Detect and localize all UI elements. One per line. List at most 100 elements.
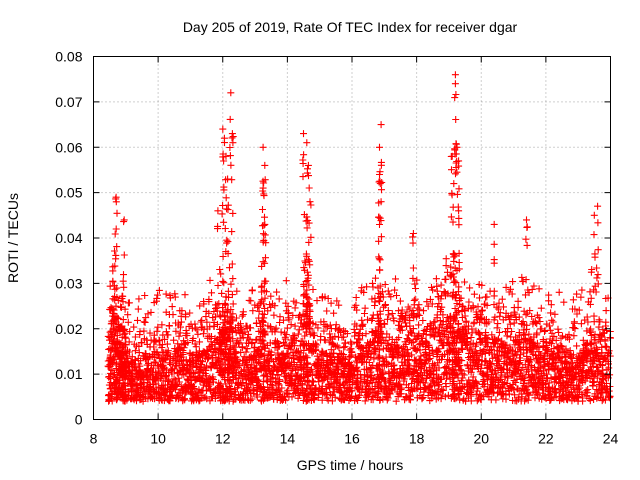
data-point — [294, 330, 302, 338]
data-point — [228, 260, 236, 268]
data-point — [308, 377, 316, 385]
data-point — [108, 366, 116, 374]
data-point — [207, 342, 215, 350]
data-point — [140, 318, 148, 326]
data-point — [224, 331, 232, 339]
data-point — [369, 283, 377, 291]
data-point — [347, 338, 355, 346]
data-point — [153, 294, 161, 302]
data-point — [117, 303, 125, 311]
data-point — [272, 324, 280, 332]
data-point — [154, 323, 162, 331]
data-point — [253, 382, 261, 390]
data-point — [158, 321, 166, 329]
data-point — [247, 363, 255, 371]
data-point — [141, 350, 149, 358]
data-point — [229, 275, 237, 283]
data-point — [227, 280, 235, 288]
data-point — [176, 329, 184, 337]
data-point — [276, 313, 284, 321]
data-point — [193, 326, 201, 334]
data-point — [224, 201, 232, 209]
data-point — [208, 333, 215, 340]
data-point — [235, 339, 243, 347]
data-point — [433, 287, 441, 295]
data-point — [234, 363, 242, 371]
data-point — [130, 323, 138, 331]
data-point — [111, 371, 118, 378]
data-point — [154, 291, 161, 299]
data-point — [179, 387, 187, 395]
data-point — [223, 327, 230, 335]
data-point — [142, 314, 150, 322]
data-point — [347, 345, 355, 353]
y-tick-label: 0.05 — [55, 185, 82, 201]
data-point — [110, 325, 118, 333]
data-point — [153, 387, 161, 395]
data-point — [465, 298, 473, 306]
data-point — [256, 359, 264, 367]
data-point — [194, 330, 202, 338]
data-point — [170, 375, 178, 383]
data-point — [140, 327, 148, 335]
data-point — [228, 228, 236, 236]
data-point — [419, 317, 427, 324]
data-point — [119, 298, 127, 306]
data-point — [470, 290, 478, 298]
data-point — [159, 386, 167, 394]
data-point — [260, 230, 267, 238]
x-axis-label: GPS time / hours — [297, 457, 404, 473]
data-point — [135, 342, 143, 350]
data-point — [109, 295, 117, 303]
data-point — [224, 364, 232, 372]
data-point — [602, 318, 610, 326]
data-point — [388, 310, 396, 318]
data-point — [364, 316, 371, 324]
data-point — [105, 373, 113, 380]
data-point — [227, 389, 235, 397]
data-point — [376, 298, 384, 305]
data-point — [189, 383, 197, 391]
data-point — [217, 270, 225, 278]
data-point — [246, 396, 254, 404]
data-point — [385, 311, 393, 319]
data-point — [593, 264, 601, 272]
data-point — [602, 307, 610, 315]
data-point — [248, 287, 256, 295]
data-point — [514, 297, 522, 305]
data-point — [182, 313, 190, 321]
data-point — [137, 357, 145, 365]
data-point — [569, 296, 577, 304]
data-point — [114, 296, 122, 304]
data-point — [196, 338, 203, 346]
data-point — [451, 71, 459, 79]
data-point — [593, 274, 601, 282]
data-point — [227, 89, 235, 97]
data-point — [197, 318, 205, 326]
data-point — [124, 318, 132, 326]
data-point — [164, 349, 172, 357]
data-point — [437, 281, 445, 289]
data-point — [453, 158, 461, 165]
data-point — [229, 300, 237, 308]
data-point — [137, 375, 144, 383]
data-point — [236, 362, 244, 370]
data-point — [151, 338, 159, 346]
data-point — [186, 309, 194, 317]
data-point — [216, 266, 224, 273]
data-point — [181, 291, 189, 299]
x-tick-label: 16 — [344, 431, 360, 447]
data-point — [455, 214, 463, 222]
data-point — [251, 351, 259, 359]
data-point — [109, 277, 117, 285]
data-point — [229, 342, 237, 350]
data-point — [261, 213, 268, 221]
data-point — [209, 354, 217, 362]
data-point — [220, 218, 228, 226]
x-tick-label: 20 — [473, 431, 489, 447]
data-point — [235, 340, 242, 348]
data-point — [175, 345, 183, 352]
y-tick-label: 0.01 — [55, 366, 82, 382]
data-point — [263, 376, 271, 384]
data-point — [303, 139, 311, 147]
